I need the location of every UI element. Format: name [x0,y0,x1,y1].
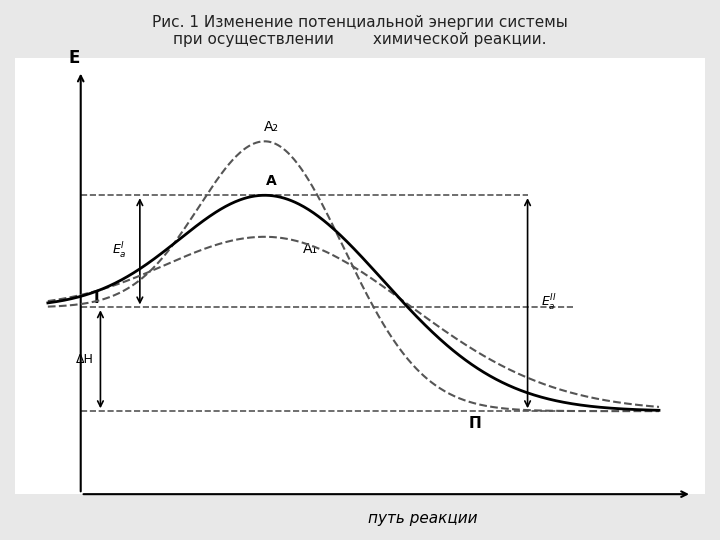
Text: A: A [266,174,276,188]
Text: ΔH: ΔH [76,353,94,366]
Text: $E^I_a$: $E^I_a$ [112,241,127,261]
Text: A₁: A₁ [303,242,318,256]
Text: A₂: A₂ [264,120,279,134]
Text: П: П [469,416,482,431]
Title: Рис. 1 Изменение потенциальной энергии системы
при осуществлении        химическ: Рис. 1 Изменение потенциальной энергии с… [152,15,568,48]
Text: I: I [94,291,99,306]
Text: E: E [68,49,80,66]
Text: путь реакции: путь реакции [368,511,477,526]
Text: $E^{II}_a$: $E^{II}_a$ [541,293,557,313]
